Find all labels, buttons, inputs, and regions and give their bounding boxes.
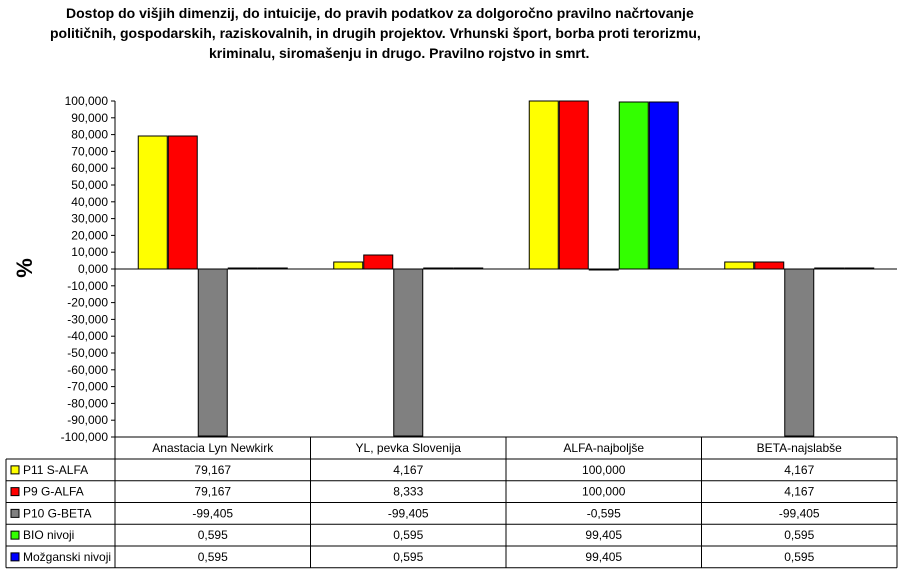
y-tick-label: 50,000 <box>71 178 108 192</box>
bar-2-2 <box>363 254 394 270</box>
bar-1-4 <box>724 261 755 270</box>
y-tick-label: -20,000 <box>67 296 108 310</box>
chart-title-line: političnih, gospodarskih, raziskovalnih,… <box>50 25 701 41</box>
legend-swatch <box>10 552 20 562</box>
y-tick-label: 0,000 <box>78 262 108 276</box>
category-label: BETA-najslabše <box>757 441 842 455</box>
legend-swatch <box>10 508 20 518</box>
y-axis: 100,000 90,000 80,000 70,000 60,000 50,000 40,… <box>61 94 116 444</box>
table-cell-value: 0,595 <box>198 550 228 564</box>
table-cell-value: -99,405 <box>388 506 429 520</box>
category-label: Anastacia Lyn Newkirk <box>152 441 274 455</box>
y-tick-label: -10,000 <box>67 279 108 293</box>
table-cell-value: 0,595 <box>198 528 228 542</box>
table-cell-value: 79,167 <box>194 485 231 499</box>
y-tick-label: -70,000 <box>67 380 108 394</box>
legend-swatch <box>10 487 20 497</box>
table-cell-value: -99,405 <box>192 506 233 520</box>
bar-2-3 <box>558 100 589 270</box>
table-cell-value: 4,167 <box>784 485 814 499</box>
y-tick-label: 60,000 <box>71 161 108 175</box>
table-cell-value: 0,595 <box>393 528 423 542</box>
table-cell-value: -99,405 <box>779 506 820 520</box>
y-tick-label: -80,000 <box>67 396 108 410</box>
legend-series-name: P10 G-BETA <box>23 506 91 520</box>
table-cell-value: 0,595 <box>784 550 814 564</box>
bar-3-2 <box>393 268 424 437</box>
bar-2-4 <box>754 261 785 270</box>
bar-4-3 <box>618 101 649 270</box>
table-cell-value: 100,000 <box>582 485 626 499</box>
table-cell-value: 99,405 <box>585 528 622 542</box>
y-tick-label: -50,000 <box>67 346 108 360</box>
legend-series-name: P9 G-ALFA <box>23 485 84 499</box>
legend-swatch <box>10 465 20 475</box>
table-cell-value: 0,595 <box>393 550 423 564</box>
y-tick-label: 80,000 <box>71 128 108 142</box>
chart-title-line: kriminalu, siromašenju in drugo. Praviln… <box>209 45 590 61</box>
y-tick-label: 70,000 <box>71 144 108 158</box>
bar-2-1 <box>167 135 198 270</box>
legend-swatch <box>10 530 20 540</box>
chart-title-line: Dostop do višjih dimenzij, do intuicije,… <box>66 5 694 21</box>
y-tick-label: 90,000 <box>71 111 108 125</box>
y-tick-label: -60,000 <box>67 363 108 377</box>
y-tick-label: 10,000 <box>71 245 108 259</box>
table-cell-value: 0,595 <box>784 528 814 542</box>
table-cell-value: 79,167 <box>194 463 231 477</box>
table-cell-value: 99,405 <box>585 550 622 564</box>
y-tick-label: -100,000 <box>61 430 109 444</box>
y-tick-label: -90,000 <box>67 413 108 427</box>
legend-series-name: Možganski nivoji <box>23 550 111 564</box>
y-tick-label: 100,000 <box>65 94 109 108</box>
bar-3-1 <box>197 268 228 437</box>
y-tick-label: 20,000 <box>71 228 108 242</box>
category-label: ALFA-najboljše <box>563 441 644 455</box>
bar-1-1 <box>137 135 168 270</box>
table-cell-value: 100,000 <box>582 463 626 477</box>
y-tick-label: -30,000 <box>67 312 108 326</box>
legend-series-name: P11 S-ALFA <box>23 463 88 477</box>
bar-1-3 <box>528 100 559 270</box>
table-cell-value: 4,167 <box>393 463 423 477</box>
y-axis-label: % <box>12 258 37 278</box>
table-cell-value: -0,595 <box>587 506 621 520</box>
y-tick-label: 30,000 <box>71 212 108 226</box>
bar-5-3 <box>648 101 679 270</box>
table-cell-value: 8,333 <box>393 485 423 499</box>
bar-3-4 <box>784 268 815 437</box>
bar-1-2 <box>333 261 364 270</box>
y-tick-label: 40,000 <box>71 195 108 209</box>
legend-series-name: BIO nivoji <box>23 528 74 542</box>
category-label: YL, pevka Slovenija <box>356 441 462 455</box>
y-tick-label: -40,000 <box>67 329 108 343</box>
table-cell-value: 4,167 <box>784 463 814 477</box>
bars <box>115 100 897 437</box>
data-table: Anastacia Lyn Newkirk YL, pevka Slovenija… <box>5 436 898 569</box>
